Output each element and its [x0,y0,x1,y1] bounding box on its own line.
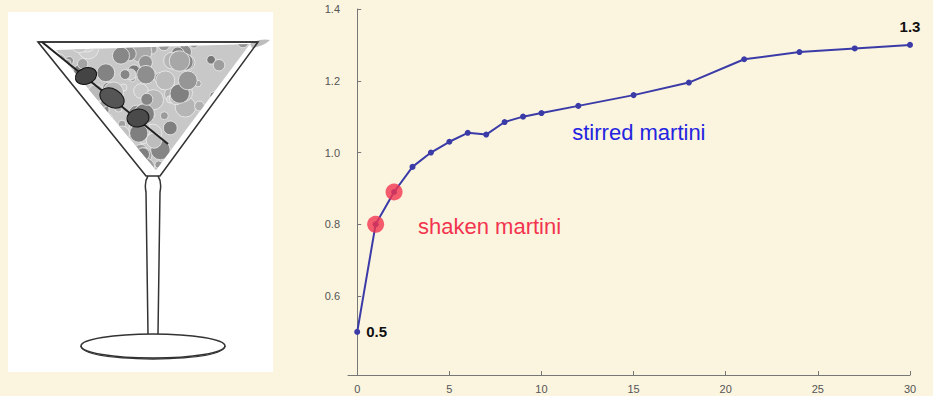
svg-text:25: 25 [812,383,824,395]
svg-text:1.4: 1.4 [325,3,340,15]
svg-text:1.0: 1.0 [325,147,340,159]
svg-text:0.6: 0.6 [325,290,340,302]
svg-text:shaken martini: shaken martini [418,214,561,239]
svg-text:0.5: 0.5 [366,323,387,340]
svg-text:15: 15 [627,383,639,395]
svg-text:stirred martini: stirred martini [572,120,705,145]
svg-text:5: 5 [446,383,452,395]
svg-text:1.3: 1.3 [900,18,921,35]
svg-text:10: 10 [535,383,547,395]
svg-text:30: 30 [904,383,916,395]
svg-text:1.2: 1.2 [325,75,340,87]
svg-text:0: 0 [354,383,360,395]
svg-text:20: 20 [720,383,732,395]
svg-text:0.8: 0.8 [325,218,340,230]
